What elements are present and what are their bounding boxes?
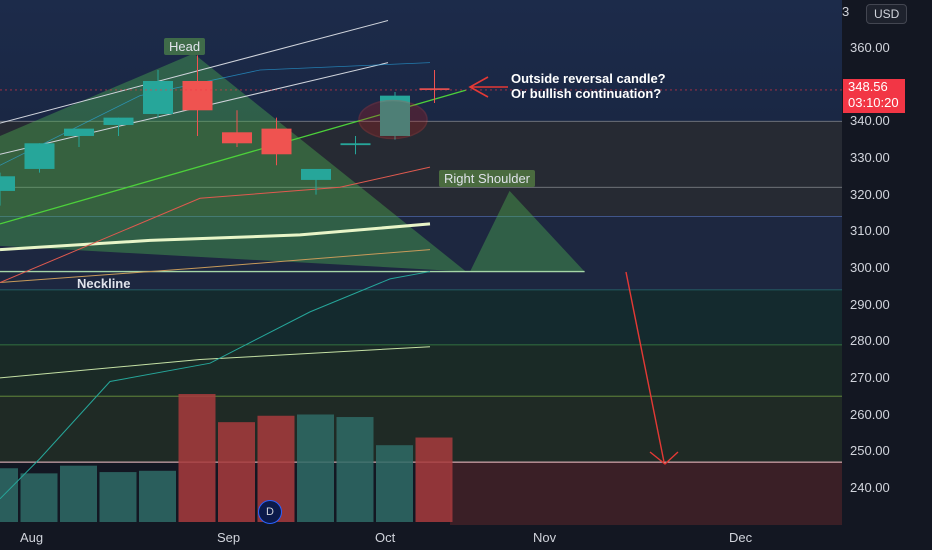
horizontal-levels [0,120,842,463]
price-tick: 280.00 [850,333,890,349]
candle-body [301,168,331,180]
volume-bar [376,445,413,522]
price-tick: 240.00 [850,479,890,495]
candle-body [143,80,173,114]
zone-mid [0,216,842,290]
candle-body [380,95,410,136]
volume-bar [0,468,18,522]
price-tick: 260.00 [850,406,890,422]
candle-body [182,80,213,111]
neckline-label: Neckline [77,276,131,291]
reversal-highlight [358,99,428,140]
channel-upper [0,20,389,124]
price-tick: 360.00 [850,40,890,55]
time-label: Dec [729,530,753,545]
callout-line-1: Outside reversal candle? [511,71,666,86]
volume-bar [20,473,58,522]
right-shoulder-label: Right Shoulder [439,170,535,187]
callout-line-2: Or bullish continuation? [511,86,662,101]
last-price-tag: 348.56 03:10:20 [843,79,905,113]
target-arrow-shaft [625,271,665,463]
callout-text: Outside reversal candle? Or bullish cont… [511,71,666,101]
ma-teal [0,271,431,500]
price-tick: 320.00 [850,186,890,202]
candlesticks [0,55,450,206]
right-shoulder-triangle [470,190,585,272]
zone-lower [0,344,842,397]
time-label: Aug [20,530,44,545]
target-zone [450,462,842,525]
volume-bar [60,465,97,522]
ma-orange [0,249,431,284]
ma-light [0,346,431,379]
candle-body [340,143,371,146]
volume-bar [139,470,176,522]
price-tick: 300.00 [850,259,890,275]
target-arrow-head [649,451,679,465]
price-tick: 330.00 [850,149,890,165]
ma-thick [0,222,431,252]
volume-bars [0,394,453,522]
price-tick: 340.00 [850,113,890,129]
volume-bar [297,414,334,522]
volume-bar [415,437,453,522]
time-label: Nov [533,530,557,545]
head-triangle [0,53,467,272]
time-label: Sep [217,530,241,545]
zone-lower-mid [0,289,842,345]
price-tick: 290.00 [850,296,890,312]
candle-body [419,88,450,90]
candle-body [222,132,252,144]
countdown-timer: 03:10:20 [848,95,899,110]
candle-body [0,176,15,191]
time-label: Oct [375,530,396,545]
interval-badge[interactable]: D [258,500,282,524]
candle-body [261,128,292,155]
price-tick: 310.00 [850,223,890,239]
candle-body [64,128,94,136]
top-partial-price: 3 [842,4,850,19]
price-tick: 270.00 [850,369,890,385]
currency-button[interactable]: USD [866,4,908,24]
volume-bar [218,422,255,522]
candle-body [103,117,134,125]
volume-bar [178,394,216,522]
head-and-shoulders-pattern [0,20,585,273]
zone-upper [0,0,842,122]
volume-bar [99,472,137,522]
candle-body [24,143,55,169]
volume-bar [336,417,374,522]
price-tick: 250.00 [850,443,890,459]
last-price: 348.56 [848,79,888,94]
annotation-overlay [0,76,842,465]
ma-red [0,166,431,284]
head-label: Head [164,38,206,55]
